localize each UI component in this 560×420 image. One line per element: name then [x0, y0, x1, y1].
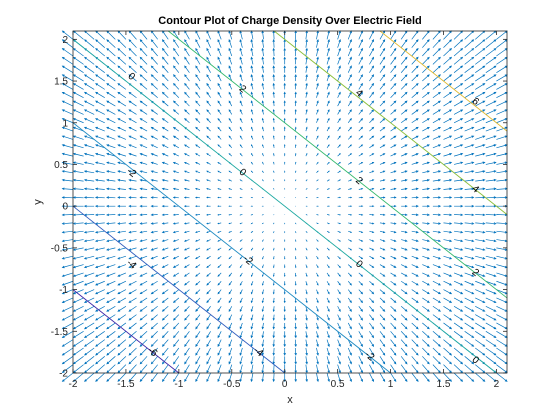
- contour-labels: 02 46-2 024-4 -2 02-6 -4 -2 0: [124, 71, 481, 367]
- contour-label: 4: [470, 183, 482, 195]
- x-tick-label: 1: [388, 379, 394, 390]
- contour-line-0: [72, 38, 497, 374]
- x-tick-label: -1: [174, 379, 183, 390]
- y-axis-label: y: [32, 199, 44, 205]
- contour-label: 0: [470, 354, 482, 366]
- quiver-field: [61, 30, 508, 383]
- contour-label: 0: [126, 71, 138, 83]
- plot-box: [72, 30, 508, 374]
- contour-label: 0: [353, 259, 365, 271]
- quiver-arrows: [61, 30, 508, 383]
- y-tick-label: -1: [59, 285, 68, 296]
- contour-line-6: [379, 30, 508, 132]
- contour-lines: [72, 30, 508, 374]
- x-tick-label: 0: [282, 379, 288, 390]
- y-tick-label: 0: [62, 202, 68, 213]
- contour-line--4: [72, 205, 285, 374]
- y-tick-label: 1.5: [54, 77, 68, 88]
- y-tick-label: 0.5: [54, 160, 68, 171]
- contour-line--6: [72, 289, 180, 374]
- x-tick-label: 0.5: [331, 379, 345, 390]
- y-tick-label: -2: [59, 369, 68, 380]
- axis-ticks: -2 -1.5 -1 -0.5 0 0.5 1 1.5 2 -2 -1.5 -1 -0.5 0 0.5 1 1.…: [51, 31, 507, 390]
- contour-label: 2: [237, 83, 249, 95]
- chart-title: Contour Plot of Charge Density Over Elec…: [158, 15, 421, 27]
- x-tick-label: 2: [494, 379, 500, 390]
- x-axis-label: x: [287, 394, 293, 406]
- contour-label: 0: [237, 167, 249, 179]
- x-tick-label: -2: [69, 379, 78, 390]
- x-tick-label: 1.5: [437, 379, 451, 390]
- contour-line-2: [167, 30, 508, 299]
- y-tick-label: 2: [62, 35, 68, 46]
- y-tick-label: -1.5: [51, 327, 69, 338]
- contour-label: 6: [470, 96, 482, 108]
- plot-background: [73, 31, 507, 373]
- contour-label: 2: [353, 175, 365, 187]
- contour-label: 2: [470, 267, 482, 279]
- y-tick-label: -0.5: [51, 243, 69, 254]
- contour-line--2: [72, 122, 391, 374]
- contour-line-4: [273, 30, 508, 215]
- x-tick-label: -0.5: [223, 379, 241, 390]
- contour-label: 4: [353, 88, 365, 100]
- x-tick-label: -1.5: [117, 379, 135, 390]
- y-tick-label: 1: [62, 118, 68, 129]
